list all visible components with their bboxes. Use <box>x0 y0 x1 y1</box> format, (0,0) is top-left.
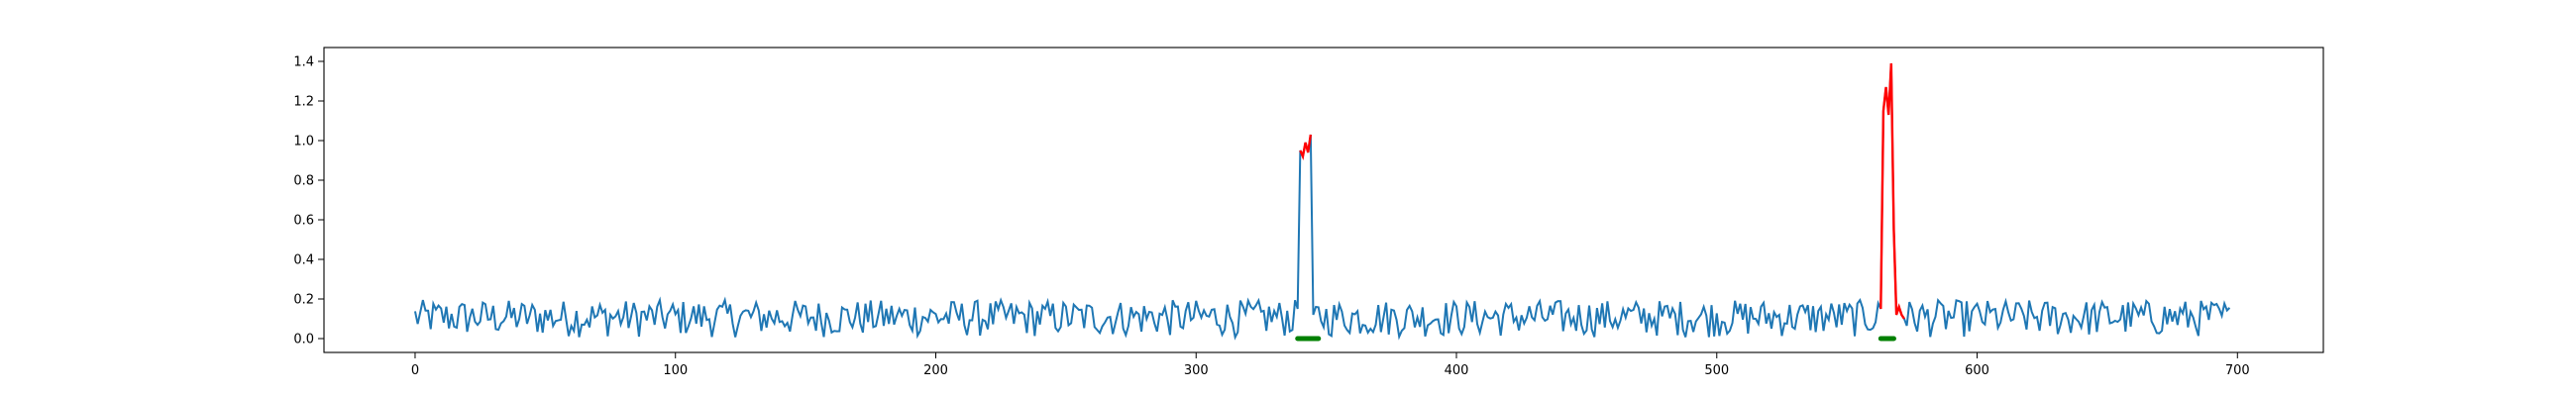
y-axis: 0.0 0.2 0.4 0.6 0.8 1.0 1.2 1.4 <box>293 55 324 347</box>
y-tick-label: 1.0 <box>293 135 314 149</box>
x-tick-label: 500 <box>1704 363 1729 378</box>
x-tick-label: 100 <box>663 363 688 378</box>
anomaly-segment-1 <box>1299 134 1313 161</box>
x-tick-label: 300 <box>1184 363 1209 378</box>
x-tick-label: 0 <box>411 363 419 378</box>
y-tick-label: 0.4 <box>293 253 314 268</box>
signal-series-line <box>413 62 2231 341</box>
x-tick-label: 700 <box>2225 363 2250 378</box>
y-tick-label: 0.2 <box>293 293 314 308</box>
anomaly-segment-2 <box>1879 62 1905 320</box>
x-tick-label: 200 <box>923 363 948 378</box>
y-tick-label: 1.4 <box>293 55 314 70</box>
y-tick-label: 1.2 <box>293 95 314 110</box>
x-tick-label: 400 <box>1445 363 1469 378</box>
y-tick-label: 0.8 <box>293 174 314 189</box>
x-tick-label: 600 <box>1965 363 1989 378</box>
y-tick-label: 0.6 <box>293 214 314 229</box>
x-axis: 0 100 200 300 400 500 600 700 <box>411 352 2250 378</box>
plot-area <box>413 62 2231 342</box>
y-tick-label: 0.0 <box>293 333 314 347</box>
axes-frame <box>323 47 2324 353</box>
